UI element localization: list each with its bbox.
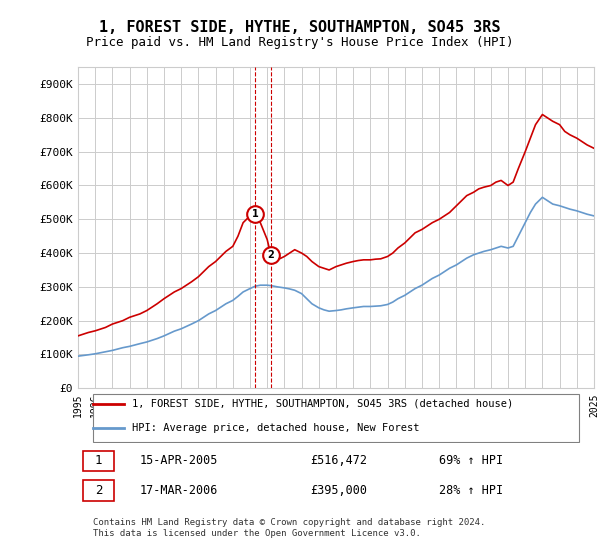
Text: £395,000: £395,000 — [310, 484, 367, 497]
Text: 1, FOREST SIDE, HYTHE, SOUTHAMPTON, SO45 3RS: 1, FOREST SIDE, HYTHE, SOUTHAMPTON, SO45… — [99, 20, 501, 35]
Text: 1: 1 — [251, 209, 259, 219]
Text: 2: 2 — [95, 484, 103, 497]
Text: 28% ↑ HPI: 28% ↑ HPI — [439, 484, 503, 497]
Text: 1, FOREST SIDE, HYTHE, SOUTHAMPTON, SO45 3RS (detached house): 1, FOREST SIDE, HYTHE, SOUTHAMPTON, SO45… — [132, 399, 514, 409]
FancyBboxPatch shape — [83, 451, 114, 471]
Text: 2: 2 — [268, 250, 274, 260]
Text: 1: 1 — [95, 454, 103, 468]
Text: HPI: Average price, detached house, New Forest: HPI: Average price, detached house, New … — [132, 423, 419, 433]
FancyBboxPatch shape — [94, 394, 578, 442]
Text: 17-MAR-2006: 17-MAR-2006 — [140, 484, 218, 497]
Text: Contains HM Land Registry data © Crown copyright and database right 2024.
This d: Contains HM Land Registry data © Crown c… — [94, 519, 486, 538]
Text: £516,472: £516,472 — [310, 454, 367, 468]
Text: 69% ↑ HPI: 69% ↑ HPI — [439, 454, 503, 468]
Text: 15-APR-2005: 15-APR-2005 — [140, 454, 218, 468]
Text: Price paid vs. HM Land Registry's House Price Index (HPI): Price paid vs. HM Land Registry's House … — [86, 36, 514, 49]
FancyBboxPatch shape — [83, 480, 114, 501]
